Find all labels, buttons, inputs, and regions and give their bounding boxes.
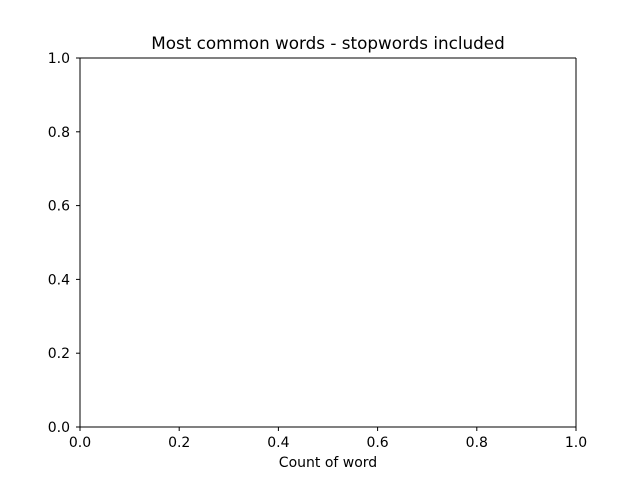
x-tick-label: 0.6	[366, 435, 388, 451]
y-tick-label: 1.0	[48, 51, 70, 67]
x-axis-title: Count of word	[279, 455, 377, 471]
y-tick-label: 0.6	[48, 199, 70, 215]
plot-frame	[79, 57, 577, 428]
y-tick-label: 0.4	[48, 272, 70, 288]
x-tick-label: 0.4	[267, 435, 289, 451]
x-tick-label: 0.0	[69, 435, 91, 451]
y-tick-label: 0.0	[48, 420, 70, 436]
plot-area	[80, 58, 576, 427]
x-tick-label: 1.0	[565, 435, 587, 451]
y-axis: 0.0 0.2 0.4 0.6 0.8 1.0	[48, 51, 80, 436]
chart-title: Most common words - stopwords included	[151, 33, 505, 53]
y-tick-label: 0.8	[48, 125, 70, 141]
x-tick-label: 0.2	[168, 435, 190, 451]
y-tick-label: 0.2	[48, 346, 70, 362]
x-axis: 0.0 0.2 0.4 0.6 0.8 1.0	[69, 427, 587, 451]
x-tick-label: 0.8	[466, 435, 488, 451]
